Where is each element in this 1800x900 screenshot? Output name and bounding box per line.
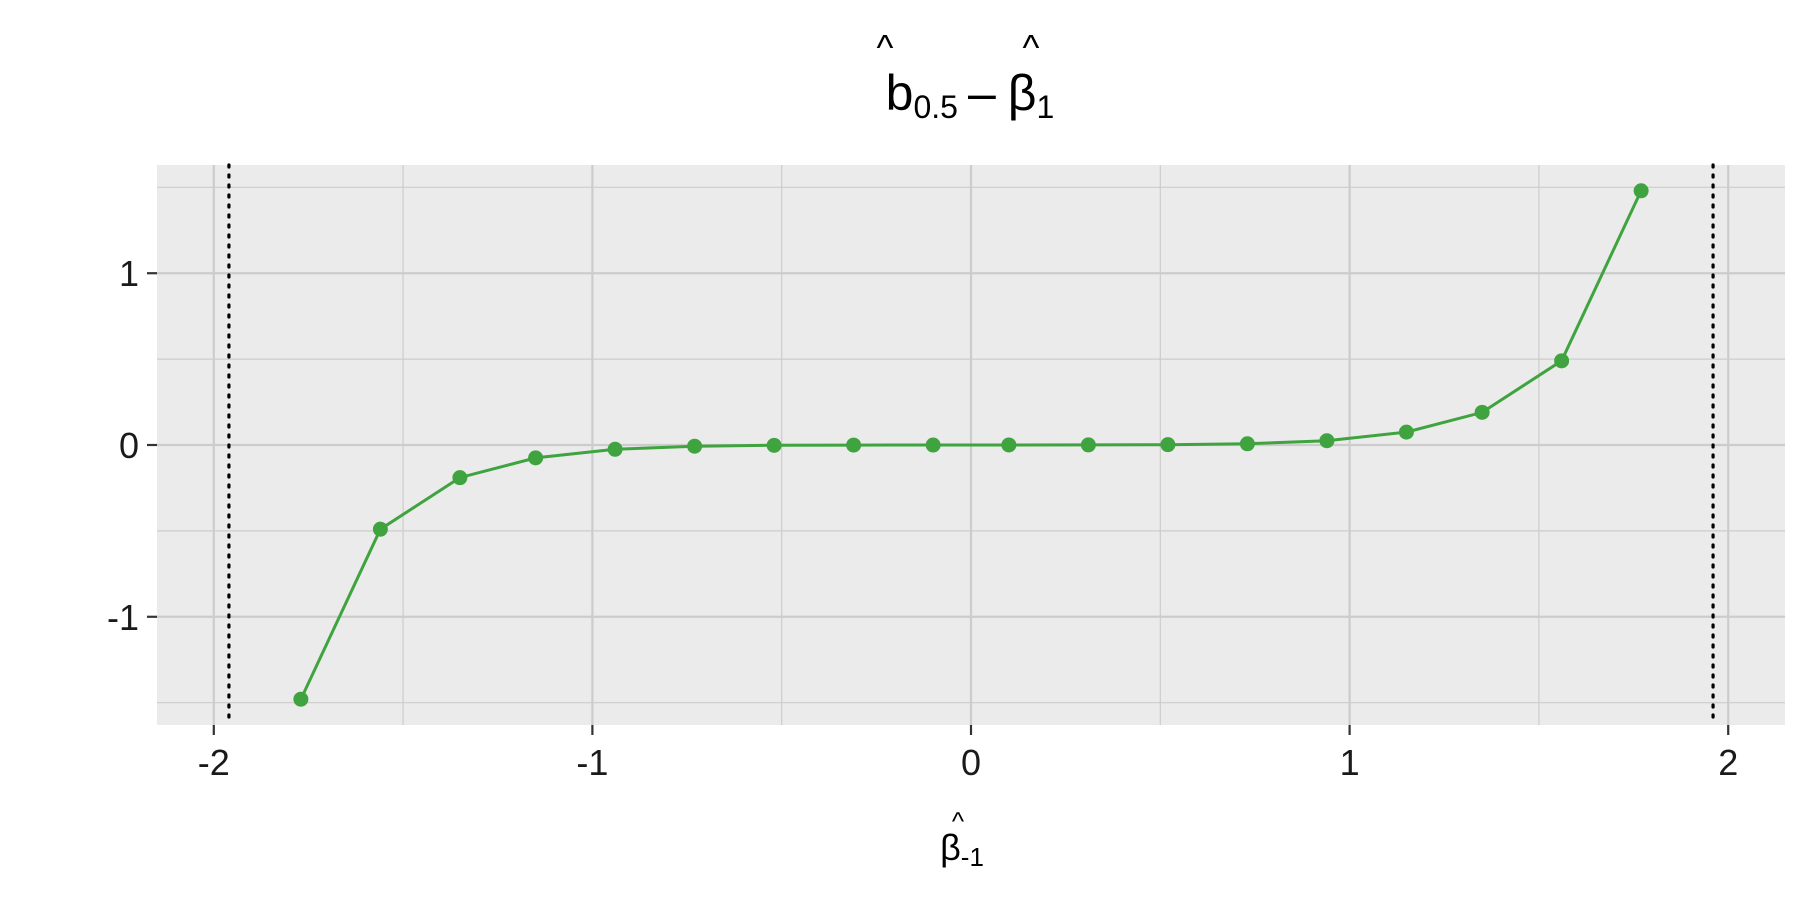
x-axis-label-text: β-1	[940, 827, 984, 872]
title-base-subscript: 0.5	[913, 89, 957, 125]
y-axis: -1 0 1	[107, 253, 157, 638]
data-point	[1474, 404, 1490, 420]
data-point	[925, 437, 941, 453]
data-point	[1080, 437, 1096, 453]
x-label-base: β	[940, 827, 961, 868]
x-tick-label: 0	[961, 742, 981, 783]
title-hat-mark-1: ^	[877, 27, 894, 68]
x-axis-label: β-1 ^	[940, 806, 984, 872]
data-point	[1160, 437, 1176, 453]
x-tick-label: -2	[198, 742, 230, 783]
reference-lines	[227, 163, 1715, 727]
data-point	[766, 437, 782, 453]
x-axis: -2 -1 0 1 2	[198, 725, 1738, 783]
x-tick-label: -1	[576, 742, 608, 783]
data-point	[1554, 353, 1570, 369]
x-label-hat-mark: ^	[952, 806, 965, 836]
data-point	[1398, 424, 1414, 440]
series-line	[299, 190, 1643, 700]
data-point	[528, 450, 544, 466]
data-point	[607, 441, 623, 457]
y-tick-label: 0	[119, 425, 139, 466]
data-point	[687, 438, 703, 454]
series-layer	[293, 183, 1649, 707]
title-term: β	[1008, 65, 1037, 121]
y-tick-label: 1	[119, 253, 139, 294]
y-tick-label: -1	[107, 597, 139, 638]
data-point	[1633, 183, 1649, 199]
data-point	[452, 470, 468, 486]
chart-title-text: b0.5– β1	[886, 65, 1055, 125]
data-point	[1319, 433, 1335, 449]
data-point	[372, 521, 388, 537]
data-point	[293, 691, 309, 707]
title-hat-mark-2: ^	[1023, 27, 1040, 68]
title-term-subscript: 1	[1037, 89, 1055, 125]
x-label-subscript: -1	[961, 842, 984, 872]
x-tick-label: 2	[1718, 742, 1738, 783]
data-point	[1239, 436, 1255, 452]
data-point	[1001, 437, 1017, 453]
x-tick-label: 1	[1340, 742, 1360, 783]
chart-title: b0.5– β1 ^ ^	[877, 27, 1055, 125]
title-operator: –	[968, 65, 996, 121]
data-point	[846, 437, 862, 453]
title-base: b	[886, 65, 914, 121]
